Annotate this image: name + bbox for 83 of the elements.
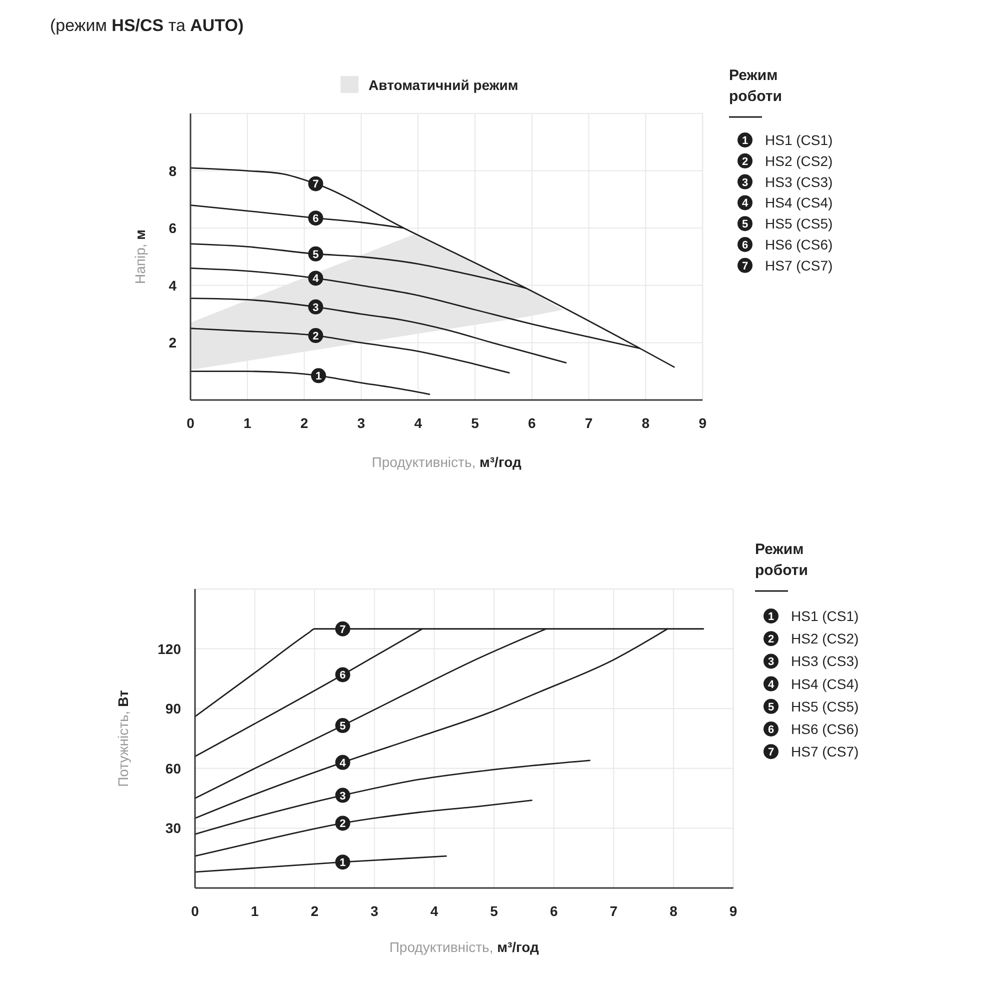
x-tick-label: 8 [642, 415, 650, 431]
line-series [190, 298, 567, 364]
x-tick-label: 2 [310, 903, 319, 919]
x-tick-label: 5 [490, 903, 498, 919]
x-tick-label: 6 [528, 415, 536, 431]
x-tick-label: 0 [186, 415, 195, 431]
text: 3 [768, 656, 774, 668]
annotation: 3 [312, 302, 319, 314]
x-axis-title: Продуктивність, м³/год [372, 454, 522, 470]
line-series [194, 760, 590, 835]
legend-label: HS1 (CS1) [791, 608, 859, 624]
annotation: 5 [340, 720, 346, 733]
text: 6 [768, 724, 774, 736]
x-tick-label: 3 [357, 415, 366, 431]
x-tick-label: 2 [300, 415, 308, 431]
annotation: 7 [340, 624, 346, 636]
legend-title: Режим роботи [755, 541, 808, 579]
text: 5 [742, 218, 748, 231]
text: 4 [768, 678, 774, 691]
annotation: 6 [340, 670, 346, 682]
text: 3 [742, 176, 748, 189]
text: 1 [768, 611, 774, 623]
legend-label: HS3 (CS3) [765, 174, 833, 190]
annotation: 1 [340, 857, 346, 870]
annotation: 5 [312, 248, 319, 261]
y-tick-label: 90 [165, 700, 182, 717]
x-tick-label: 4 [414, 415, 422, 431]
y-tick-label: 120 [158, 640, 182, 657]
text: 6 [742, 240, 748, 252]
x-tick-label: 5 [471, 415, 480, 431]
legend-label: HS7 (CS7) [765, 257, 833, 274]
annotation: 6 [312, 213, 319, 226]
legend-label: HS6 (CS6) [765, 236, 833, 252]
text: 5 [768, 701, 774, 714]
x-tick-label: 3 [370, 903, 379, 919]
x-tick-label: 7 [610, 903, 618, 919]
annotation: 2 [312, 330, 319, 343]
y-axis-title: Напір, м [132, 229, 148, 284]
x-tick-label: 4 [430, 903, 438, 919]
y-tick-label: 6 [168, 220, 177, 236]
legend-label: Автоматичний режим [368, 77, 518, 93]
legend-label: HS2 (CS2) [791, 630, 859, 647]
legend-label: HS7 (CS7) [791, 744, 859, 760]
text: 4 [742, 198, 748, 210]
x-axis-title: Продуктивність, м³/год [389, 939, 540, 955]
y-tick-label: 2 [168, 334, 177, 351]
legend-label: HS4 (CS4) [791, 676, 859, 692]
legend-label: HS1 (CS1) [765, 132, 833, 148]
x-tick-label: 9 [729, 903, 738, 919]
legend-label: HS5 (CS5) [791, 698, 859, 714]
y-tick-label: 30 [165, 820, 182, 836]
y-tick-label: 60 [165, 760, 182, 776]
annotation: 7 [312, 178, 319, 191]
x-tick-label: 1 [250, 903, 259, 919]
y-axis-title: Потужність, Вт [115, 690, 131, 787]
legend-label: HS5 (CS5) [765, 216, 833, 232]
text: 7 [742, 260, 748, 272]
annotation: 1 [315, 370, 322, 383]
line-series [190, 167, 675, 368]
x-tick-label: 0 [191, 903, 200, 919]
legend-label: HS3 (CS3) [791, 653, 859, 670]
x-tick-label: 9 [698, 415, 707, 431]
x-tick-label: 1 [244, 415, 252, 431]
chart-title: (режим HS/CS та AUTO) [50, 16, 244, 35]
y-tick-label: 4 [168, 277, 177, 294]
legend-title: Режим роботи [729, 67, 782, 105]
x-tick-label: 7 [584, 415, 593, 431]
annotation: 4 [340, 757, 347, 770]
legend-label: HS6 (CS6) [791, 721, 859, 737]
legend-label: HS4 (CS4) [765, 194, 833, 211]
text: 1 [742, 135, 748, 147]
x-tick-label: 6 [550, 903, 558, 919]
text: 2 [768, 634, 774, 646]
line-series [194, 800, 532, 857]
annotation: 2 [340, 818, 346, 830]
line-series [190, 328, 510, 374]
text: 2 [742, 156, 748, 168]
text: 7 [768, 746, 774, 759]
annotation: 4 [312, 273, 320, 286]
annotation: 3 [340, 790, 346, 802]
x-tick-label: 8 [670, 903, 678, 919]
y-tick-label: 8 [168, 162, 177, 179]
legend-label: HS2 (CS2) [765, 152, 833, 169]
